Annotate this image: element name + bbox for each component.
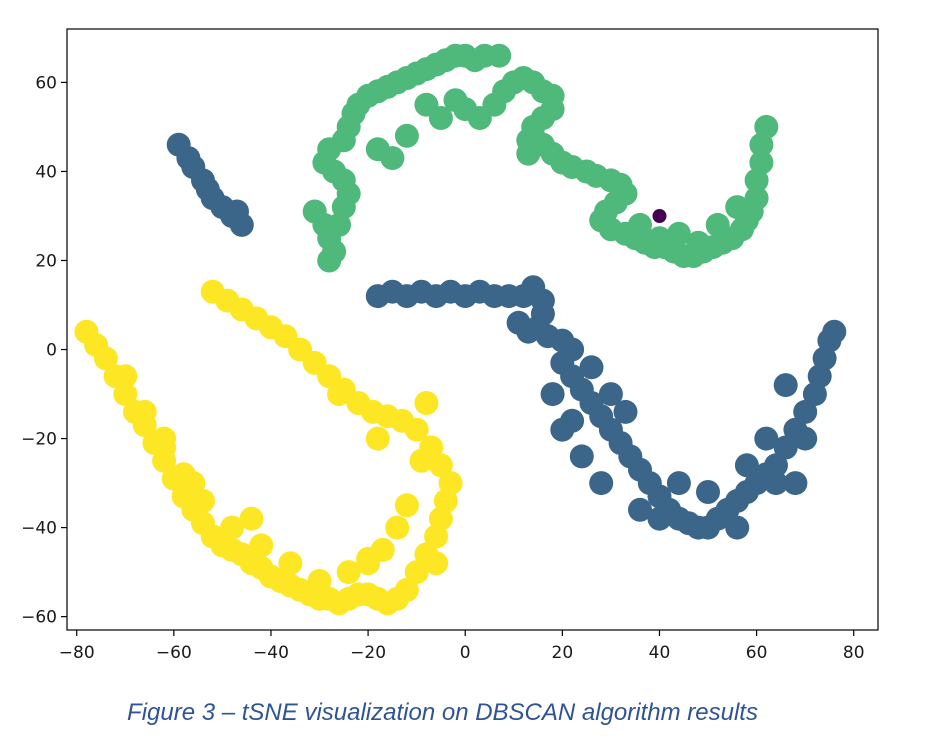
- data-point: [569, 444, 594, 469]
- data-point: [666, 221, 691, 246]
- points-layer: [74, 43, 847, 616]
- data-point: [225, 199, 249, 224]
- data-point: [249, 533, 274, 558]
- data-point: [749, 150, 774, 175]
- y-tick-label: 0: [46, 341, 57, 361]
- data-point: [404, 560, 429, 585]
- data-point: [540, 382, 565, 407]
- data-point: [239, 506, 264, 531]
- data-point: [793, 399, 818, 424]
- data-point: [152, 426, 177, 451]
- data-point: [613, 399, 638, 424]
- data-point: [394, 493, 419, 518]
- data-point: [773, 373, 798, 398]
- data-point: [725, 515, 750, 540]
- x-tick-label: 0: [460, 643, 471, 663]
- data-point: [647, 226, 672, 251]
- data-point: [365, 426, 390, 451]
- y-tick-label: 60: [35, 73, 57, 93]
- data-point: [652, 209, 667, 223]
- data-point: [705, 212, 730, 237]
- data-point: [686, 230, 711, 255]
- data-point: [278, 551, 303, 576]
- data-point: [385, 515, 410, 540]
- data-point: [793, 426, 818, 451]
- x-tick-label: −80: [59, 643, 95, 663]
- data-point: [725, 195, 750, 220]
- data-point: [764, 471, 788, 496]
- data-point: [132, 399, 157, 424]
- data-point: [409, 448, 434, 473]
- y-tick-label: 40: [35, 162, 57, 182]
- data-point: [783, 471, 808, 496]
- data-point: [414, 391, 439, 415]
- x-tick-label: 20: [552, 643, 574, 663]
- y-tick-label: −20: [21, 430, 57, 450]
- x-tick-label: −40: [253, 643, 289, 663]
- data-point: [438, 471, 463, 496]
- data-point: [589, 471, 614, 496]
- data-point: [773, 435, 798, 460]
- data-point: [200, 279, 225, 304]
- data-point: [93, 346, 118, 371]
- figure-caption: Figure 3 – tSNE visualization on DBSCAN …: [127, 699, 758, 726]
- y-tick-label: −40: [21, 519, 57, 539]
- data-point: [394, 123, 419, 148]
- data-point: [365, 137, 390, 162]
- data-point: [628, 497, 652, 522]
- x-tick-label: 60: [746, 643, 768, 663]
- data-point: [181, 471, 206, 496]
- data-point: [336, 560, 361, 585]
- x-tick-label: −60: [156, 643, 192, 663]
- data-point: [113, 382, 138, 407]
- x-tick-label: 40: [649, 643, 671, 663]
- data-point: [696, 480, 720, 504]
- data-point: [666, 471, 691, 496]
- data-point: [628, 212, 652, 237]
- data-point: [560, 408, 585, 433]
- x-tick-label: 80: [843, 643, 865, 663]
- data-point: [822, 319, 847, 344]
- data-point: [579, 355, 604, 380]
- data-point: [428, 453, 453, 478]
- data-point: [191, 488, 215, 513]
- data-point: [754, 426, 779, 451]
- data-point: [113, 364, 138, 389]
- data-point: [744, 186, 769, 211]
- data-point: [506, 310, 531, 335]
- data-point: [598, 382, 623, 407]
- data-point: [220, 515, 245, 540]
- x-tick-label: −20: [350, 643, 386, 663]
- data-point: [428, 106, 453, 130]
- y-tick-label: 20: [35, 251, 57, 271]
- data-point: [754, 114, 779, 139]
- data-point: [764, 453, 788, 478]
- data-point: [356, 546, 381, 571]
- y-tick-label: −60: [21, 608, 57, 628]
- data-point: [647, 506, 672, 531]
- data-point: [317, 248, 342, 273]
- data-point: [394, 577, 419, 602]
- data-point: [734, 453, 759, 478]
- data-point: [327, 382, 351, 407]
- data-point: [487, 43, 512, 68]
- plot-frame: [66, 28, 879, 631]
- data-point: [307, 569, 332, 593]
- data-point: [424, 551, 449, 576]
